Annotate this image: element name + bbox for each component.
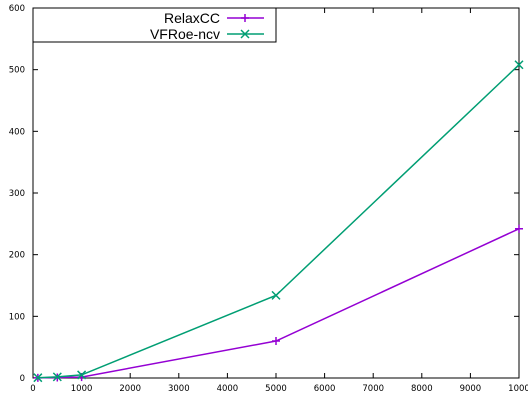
series-line-relaxcc bbox=[37, 228, 520, 379]
y-tick-label: 0 bbox=[20, 374, 25, 384]
y-tick-label: 200 bbox=[9, 251, 25, 261]
x-tick-label: 3000 bbox=[168, 384, 190, 394]
data-point-vfroe-ncv bbox=[77, 370, 87, 380]
plot-frame bbox=[32, 7, 520, 379]
data-point-vfroe-ncv bbox=[514, 60, 524, 70]
legend-label-vfroe-ncv: VFRoe-ncv bbox=[150, 26, 220, 42]
x-axis-ticks: 0 1000 2000 3000 4000 5000 6000 7000 8000 9000 100… bbox=[30, 8, 528, 394]
series-line-vfroe-ncv bbox=[37, 64, 520, 379]
x-tick-label: 9000 bbox=[460, 384, 482, 394]
legend: RelaxCC VFRoe-ncv bbox=[32, 7, 277, 43]
data-point-vfroe-ncv bbox=[271, 290, 281, 300]
y-tick-label: 300 bbox=[9, 189, 25, 199]
y-tick-label: 600 bbox=[9, 4, 25, 14]
y-tick-label: 500 bbox=[9, 66, 25, 76]
x-tick-label: 0 bbox=[30, 384, 35, 394]
x-tick-label: 6000 bbox=[314, 384, 336, 394]
series-layer bbox=[33, 60, 524, 383]
x-tick-label: 2000 bbox=[119, 384, 141, 394]
x-tick-label: 4000 bbox=[217, 384, 239, 394]
data-point-relaxcc bbox=[515, 224, 523, 233]
legend-point-vfroe-ncv bbox=[240, 29, 250, 39]
x-tick-label: 1000 bbox=[71, 384, 93, 394]
data-point-relaxcc bbox=[272, 337, 280, 345]
legend-marker-vfroe-ncv bbox=[240, 29, 250, 39]
x-tick-label: 8000 bbox=[411, 384, 433, 394]
legend-point-relaxcc bbox=[241, 14, 249, 22]
x-tick-label: 5000 bbox=[265, 384, 287, 394]
legend-box bbox=[32, 7, 277, 43]
data-point-vfroe-ncv bbox=[33, 373, 43, 383]
x-tick-label: 7000 bbox=[362, 384, 384, 394]
x-tick-label: 1000 bbox=[508, 384, 528, 394]
y-tick-label: 400 bbox=[9, 127, 25, 137]
legend-label-relaxcc: RelaxCC bbox=[164, 10, 220, 26]
y-axis-ticks: 0 100 200 300 400 500 600 bbox=[9, 4, 519, 384]
y-tick-label: 100 bbox=[9, 312, 25, 322]
data-point-vfroe-ncv bbox=[52, 372, 62, 382]
legend-marker-relaxcc bbox=[241, 14, 249, 22]
